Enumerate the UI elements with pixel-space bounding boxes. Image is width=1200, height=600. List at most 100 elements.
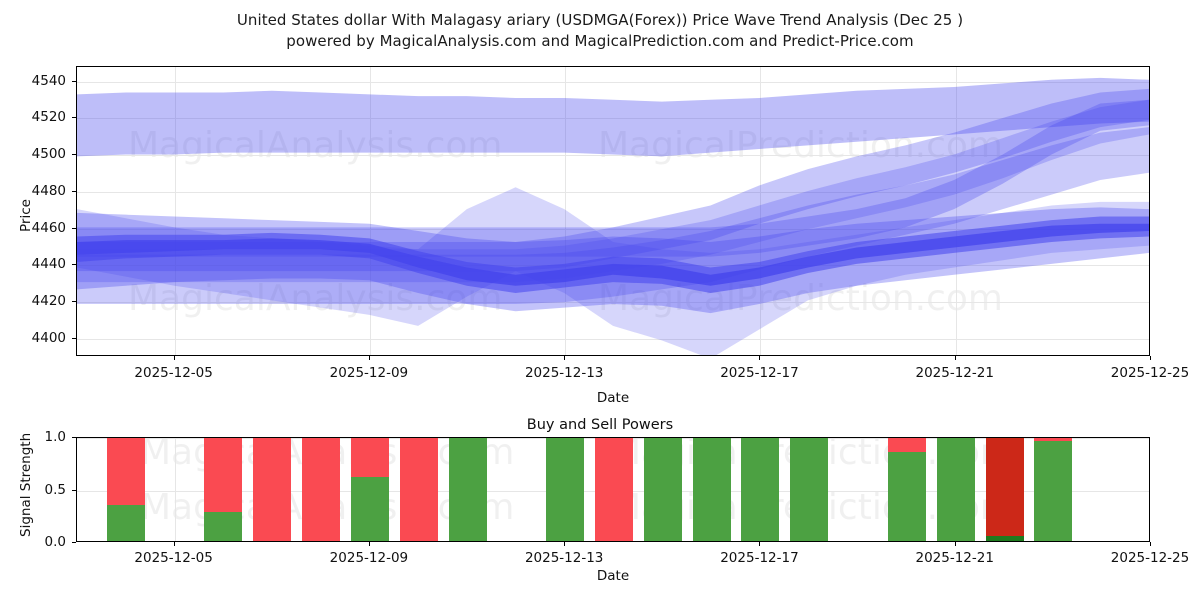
power-bar-sell-segment (302, 438, 341, 541)
power-x-tick-label: 2025-12-25 (1110, 550, 1190, 566)
power-y-tick-mark (72, 542, 76, 543)
power-x-tick-label: 2025-12-09 (329, 550, 409, 566)
gridline-vertical (760, 67, 762, 355)
power-bar[interactable] (985, 438, 1024, 541)
price-chart-plot-area (76, 66, 1150, 356)
price-x-axis-label: Date (596, 390, 630, 406)
power-bar[interactable] (302, 438, 341, 541)
price-x-tick-mark (954, 356, 956, 360)
wave-band-far-right-terminal-band (77, 99, 1149, 257)
power-bar-sell-segment (399, 438, 438, 541)
power-bar-sell-segment (985, 438, 1024, 536)
price-x-tick-mark (173, 356, 175, 360)
power-bar-buy-segment (936, 438, 975, 541)
price-y-tick-label: 4400 (31, 329, 66, 346)
power-bar-buy-segment (985, 535, 1024, 541)
price-y-tick-mark (72, 337, 76, 339)
power-bar-sell-segment (204, 438, 243, 512)
power-bar-sell-segment (594, 438, 634, 541)
power-bar[interactable] (546, 438, 585, 541)
chart-title-line2: powered by MagicalAnalysis.com and Magic… (286, 32, 914, 50)
price-y-tick-label: 4540 (31, 72, 66, 89)
gridline-horizontal (77, 191, 1149, 193)
power-x-tick-mark (173, 542, 175, 546)
power-bar-buy-segment (546, 438, 585, 541)
power-bar-sell-segment (887, 438, 926, 452)
price-y-tick-label: 4500 (31, 146, 66, 163)
power-x-tick-mark (1150, 542, 1151, 546)
gridline-horizontal (77, 301, 1149, 303)
power-bar-buy-segment (1034, 441, 1073, 541)
power-y-axis-label: Signal Strength (18, 432, 34, 537)
power-bar[interactable] (350, 438, 389, 541)
gridline-vertical (174, 67, 176, 355)
wave-band-upper-resistance-band (77, 77, 1149, 157)
price-x-tick-label: 2025-12-17 (720, 365, 799, 381)
power-y-tick-label: 0.0 (44, 534, 66, 550)
price-x-tick-mark (368, 356, 370, 360)
price-y-tick-label: 4480 (31, 182, 66, 199)
power-bar[interactable] (448, 438, 487, 541)
price-y-tick-label: 4440 (31, 256, 66, 273)
price-x-tick-label: 2025-12-09 (329, 365, 409, 381)
power-bar-buy-segment (887, 451, 926, 541)
price-x-tick-label: 2025-12-25 (1110, 365, 1190, 381)
power-bar[interactable] (790, 438, 829, 541)
power-bar-sell-segment (350, 438, 389, 477)
chart-title: United States dollar With Malagasy ariar… (0, 10, 1200, 52)
power-x-tick-mark (759, 542, 761, 546)
power-y-tick-label: 0.5 (44, 481, 66, 498)
gridline-vertical (565, 67, 567, 355)
power-bar[interactable] (253, 438, 292, 541)
wave-band-inner-core-band (77, 223, 1149, 286)
wave-band-lower-rising-wave (77, 127, 1149, 304)
power-bar[interactable] (692, 438, 731, 541)
power-bar[interactable] (741, 438, 780, 541)
price-y-tick-mark (72, 300, 76, 302)
gridline-horizontal (77, 338, 1149, 340)
wave-band-core-trend-band (77, 216, 1149, 294)
gridline-horizontal (77, 155, 1149, 157)
price-y-tick-mark (72, 264, 76, 266)
power-y-tick-mark (72, 489, 76, 491)
power-x-tick-mark (368, 542, 370, 546)
power-bar[interactable] (887, 438, 926, 541)
price-y-tick-label: 4460 (31, 219, 66, 236)
wave-band-upper-rising-wave (77, 88, 1149, 272)
chart-title-line1: United States dollar With Malagasy ariar… (236, 11, 964, 29)
power-bar[interactable] (106, 438, 145, 541)
price-x-tick-mark (564, 356, 566, 360)
power-bar-buy-segment (790, 438, 829, 541)
power-bar[interactable] (643, 438, 682, 541)
price-y-axis-label: Price (18, 199, 34, 232)
price-y-tick-mark (72, 227, 76, 229)
price-x-tick-mark (759, 356, 761, 360)
power-y-tick-mark (72, 437, 76, 438)
wave-band-left-low-excursion (77, 187, 1149, 355)
power-bar-buy-segment (350, 476, 389, 541)
power-y-tick-label: 1.0 (44, 429, 66, 445)
power-x-tick-label: 2025-12-05 (134, 550, 213, 566)
price-y-tick-label: 4520 (31, 109, 66, 126)
power-bar-buy-segment (448, 438, 487, 541)
gridline-horizontal (77, 81, 1149, 83)
power-bar[interactable] (399, 438, 438, 541)
gridline-vertical (174, 438, 176, 541)
power-bar[interactable] (1034, 438, 1073, 541)
power-bar[interactable] (204, 438, 243, 541)
power-x-tick-label: 2025-12-21 (915, 550, 994, 566)
power-bar-sell-segment (1034, 438, 1073, 442)
gridline-vertical (955, 67, 957, 355)
power-bar[interactable] (594, 438, 634, 541)
power-bar-buy-segment (692, 438, 731, 541)
price-x-tick-mark (1150, 356, 1151, 360)
price-x-tick-label: 2025-12-05 (134, 365, 213, 381)
power-bar-buy-segment (741, 438, 780, 541)
price-y-tick-label: 4420 (31, 292, 66, 309)
power-bar[interactable] (936, 438, 975, 541)
power-chart-title: Buy and Sell Powers (526, 417, 674, 433)
price-x-tick-label: 2025-12-13 (524, 365, 604, 381)
power-x-tick-label: 2025-12-13 (524, 550, 604, 566)
price-y-tick-mark (72, 190, 76, 192)
